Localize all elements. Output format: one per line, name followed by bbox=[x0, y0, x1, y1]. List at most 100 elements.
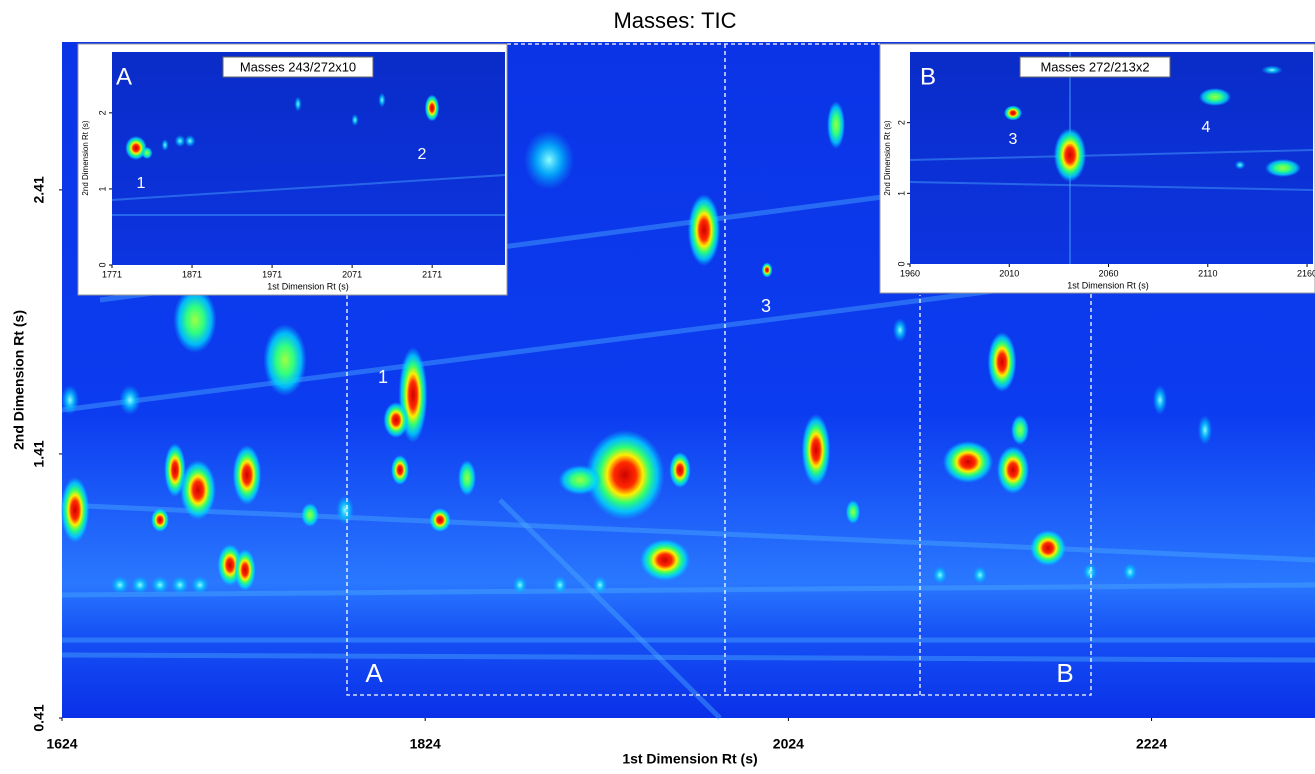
streak bbox=[498, 498, 722, 720]
box-b bbox=[724, 44, 1092, 696]
peak bbox=[1030, 530, 1066, 566]
inset-title: Masses 272/213x2 bbox=[1040, 59, 1149, 74]
peak bbox=[972, 566, 988, 584]
peak bbox=[558, 465, 602, 495]
peak bbox=[552, 576, 568, 594]
peak bbox=[164, 443, 186, 497]
peak bbox=[378, 92, 386, 108]
annotation: 1 bbox=[378, 367, 388, 387]
x-tick-label: 2010 bbox=[999, 268, 1019, 278]
peak bbox=[151, 576, 169, 594]
peak bbox=[111, 576, 129, 594]
peak bbox=[827, 101, 845, 149]
peak bbox=[1082, 563, 1098, 581]
peak bbox=[942, 441, 994, 483]
peak bbox=[61, 385, 79, 415]
x-tick-label: 2224 bbox=[1136, 736, 1167, 752]
peak bbox=[801, 414, 831, 486]
peak bbox=[336, 495, 354, 525]
streak bbox=[61, 582, 1315, 598]
peak bbox=[523, 130, 575, 190]
panel-letter: A bbox=[116, 63, 132, 90]
panel-letter: B bbox=[920, 63, 936, 90]
y-axis-label: 2nd Dimension Rt (s) bbox=[11, 310, 27, 450]
peak bbox=[301, 503, 319, 527]
peak bbox=[458, 460, 476, 496]
y-tick-label: 2 bbox=[896, 120, 906, 125]
annotation: 4 bbox=[1202, 119, 1211, 136]
streak bbox=[909, 181, 1314, 191]
x-axis-label: 1st Dimension Rt (s) bbox=[267, 281, 349, 291]
streak bbox=[909, 149, 1314, 161]
x-tick-label: 2171 bbox=[422, 269, 442, 279]
peak bbox=[1152, 385, 1168, 415]
inset-b: Masses 272/213x2 B 1st Dimension Rt (s) 2nd… bbox=[879, 43, 1315, 294]
peak bbox=[1261, 65, 1283, 75]
y-tick-label: 1.41 bbox=[31, 440, 47, 467]
plot-background bbox=[910, 52, 1313, 264]
peak bbox=[761, 262, 773, 278]
annotation: 3 bbox=[761, 296, 771, 316]
peak bbox=[125, 136, 147, 160]
y-tick-label: 1 bbox=[97, 186, 107, 191]
peak bbox=[996, 446, 1030, 494]
streak bbox=[61, 652, 1315, 663]
y-axis-label: 2nd Dimension Rt (s) bbox=[883, 120, 892, 195]
x-tick-label: 2024 bbox=[773, 736, 804, 752]
peak bbox=[429, 508, 451, 532]
peak bbox=[151, 508, 169, 532]
x-tick-label: 1771 bbox=[102, 269, 122, 279]
peak bbox=[383, 402, 409, 438]
x-tick-label: 1624 bbox=[46, 736, 77, 752]
peak bbox=[171, 576, 189, 594]
annotation: 2 bbox=[418, 146, 427, 163]
peak bbox=[1265, 159, 1301, 177]
peak bbox=[1011, 415, 1029, 445]
peak bbox=[161, 139, 169, 151]
peak bbox=[424, 94, 440, 122]
y-tick-label: 1 bbox=[896, 191, 906, 196]
x-tick-label: 2071 bbox=[342, 269, 362, 279]
peak bbox=[263, 324, 307, 396]
peak bbox=[119, 385, 141, 415]
x-axis-label: 1st Dimension Rt (s) bbox=[1067, 280, 1149, 290]
peak bbox=[191, 576, 209, 594]
peak bbox=[1234, 160, 1246, 170]
annotation: A bbox=[365, 658, 383, 688]
plot-background bbox=[112, 52, 505, 265]
annotation: B bbox=[1056, 658, 1073, 688]
peak bbox=[351, 114, 359, 126]
peak bbox=[592, 576, 608, 594]
inset-title-box bbox=[222, 56, 374, 78]
peak bbox=[669, 452, 691, 488]
inset-title: Masses 243/272x10 bbox=[240, 59, 356, 74]
inset-title-box bbox=[1019, 56, 1171, 78]
x-axis-label: 1st Dimension Rt (s) bbox=[622, 751, 757, 767]
peak bbox=[1004, 105, 1022, 121]
peak bbox=[141, 147, 153, 159]
peak bbox=[232, 445, 262, 505]
annotation: 3 bbox=[1009, 131, 1018, 148]
peak bbox=[173, 287, 217, 353]
peak bbox=[234, 549, 256, 591]
x-tick-label: 1824 bbox=[410, 736, 441, 752]
inset-a: Masses 243/272x10 A 1st Dimension Rt (s) 2n… bbox=[77, 43, 508, 296]
peak bbox=[1122, 563, 1138, 581]
peak bbox=[174, 135, 186, 147]
streak bbox=[61, 502, 1315, 563]
y-tick-label: 0 bbox=[97, 262, 107, 267]
zoom-boxes bbox=[346, 43, 1092, 696]
peak bbox=[1053, 128, 1087, 182]
peak bbox=[585, 430, 665, 520]
peak bbox=[1197, 415, 1213, 445]
peak bbox=[180, 460, 216, 520]
chart-title: Masses: TIC bbox=[613, 8, 736, 33]
peak bbox=[294, 96, 302, 112]
annotation: 1 bbox=[137, 175, 146, 192]
peak bbox=[1198, 88, 1232, 106]
x-tick-label: 1960 bbox=[900, 268, 920, 278]
x-tick-label: 2160 bbox=[1297, 268, 1315, 278]
peak bbox=[391, 455, 409, 485]
